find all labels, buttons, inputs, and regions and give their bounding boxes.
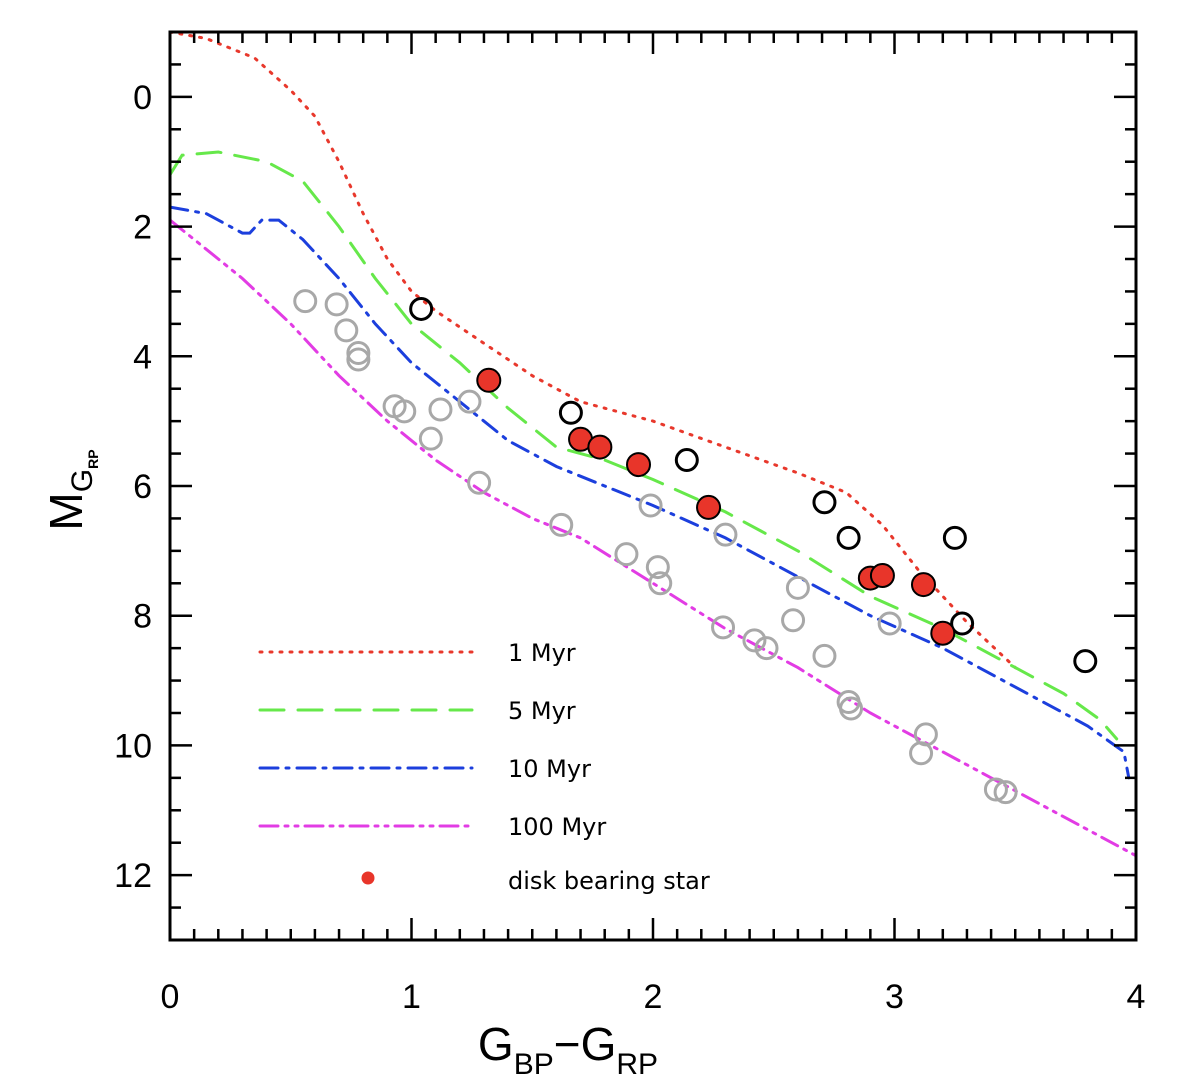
- isochrone-10-myr: [170, 205, 1131, 780]
- y-tick-label: 4: [133, 338, 152, 376]
- star-no-disk-gray: [549, 512, 574, 537]
- y-tick-label: 0: [133, 79, 152, 117]
- star-no-disk-black: [409, 296, 434, 321]
- star-no-disk-gray: [781, 608, 806, 633]
- star-no-disk-gray: [638, 493, 663, 518]
- star-no-disk-gray: [713, 522, 738, 547]
- legend-label: 1 Myr: [508, 639, 576, 667]
- star-no-disk-gray: [324, 292, 349, 317]
- star-no-disk-black: [836, 525, 861, 550]
- y-axis-title: MGRP: [40, 449, 101, 530]
- star-no-disk-black: [942, 525, 967, 550]
- disk-bearing-star: [869, 563, 895, 589]
- y-axis-title-main: M: [40, 492, 92, 530]
- star-no-disk-gray: [418, 426, 443, 451]
- star-no-disk-gray: [877, 611, 902, 636]
- star-no-disk-gray: [785, 575, 810, 600]
- star-no-disk-gray: [392, 399, 417, 424]
- disk-bearing-star: [930, 620, 956, 646]
- star-no-disk-gray: [346, 341, 371, 366]
- isochrone-1-myr: [170, 32, 1017, 670]
- isochrone-100-myr: [170, 218, 1136, 858]
- isochrone-5-myr: [170, 150, 1119, 741]
- star-no-disk-gray: [645, 555, 670, 580]
- star-no-disk-gray: [457, 389, 482, 414]
- legend: 1 Myr 5 Myr 10 Myr 100 Myr disk bearing star: [258, 639, 710, 895]
- star-no-disk-gray: [754, 636, 779, 661]
- x-axis-title-sub1: BP: [514, 1048, 554, 1081]
- legend-label: disk bearing star: [508, 867, 710, 895]
- star-no-disk-gray: [993, 780, 1018, 805]
- y-tick-label: 8: [133, 598, 152, 636]
- y-axis-title-sub: G: [66, 469, 99, 492]
- star-no-disk-black: [558, 400, 583, 425]
- y-tick-label: 12: [114, 857, 152, 895]
- star-no-disk-gray: [983, 777, 1008, 802]
- x-axis-title-main: G: [478, 1018, 514, 1070]
- star-no-disk-gray: [742, 628, 767, 653]
- star-no-disk-gray: [614, 542, 639, 567]
- star-no-disk-black: [950, 611, 975, 636]
- x-tick-label: 1: [402, 978, 421, 1016]
- x-tick-label: 3: [885, 978, 904, 1016]
- star-no-disk-gray: [839, 696, 864, 721]
- data-points: [293, 289, 1098, 805]
- star-no-disk-black: [1073, 649, 1098, 674]
- x-axis-title-main2: G: [581, 1018, 617, 1070]
- y-tick-label: 10: [114, 727, 152, 765]
- disk-bearing-star: [696, 494, 722, 520]
- x-axis-title-sub2: RP: [616, 1048, 658, 1081]
- legend-label: 10 Myr: [508, 755, 591, 783]
- star-no-disk-gray: [913, 722, 938, 747]
- x-axis-title-dash: −: [554, 1018, 581, 1070]
- star-no-disk-gray: [428, 397, 453, 422]
- y-tick-label: 2: [133, 209, 152, 247]
- star-no-disk-gray: [648, 571, 673, 596]
- star-no-disk-gray: [346, 347, 371, 372]
- svg-text:MGRP: MGRP: [40, 449, 101, 530]
- y-tick-label: 6: [133, 468, 152, 506]
- star-no-disk-black: [812, 490, 837, 515]
- disk-bearing-star: [587, 434, 613, 460]
- disk-bearing-star: [626, 452, 652, 478]
- star-no-disk-gray: [293, 289, 318, 314]
- star-no-disk-black: [674, 448, 699, 473]
- star-no-disk-gray: [334, 318, 359, 343]
- x-tick-label: 2: [644, 978, 663, 1016]
- legend-label: 5 Myr: [508, 697, 576, 725]
- disk-bearing-star: [476, 367, 502, 393]
- star-no-disk-gray: [467, 470, 492, 495]
- x-axis-title: GBP−GRP: [478, 1018, 658, 1081]
- x-tick-label: 0: [161, 978, 180, 1016]
- legend-label: 100 Myr: [508, 813, 606, 841]
- star-no-disk-gray: [812, 643, 837, 668]
- disk-bearing-star: [910, 572, 936, 598]
- y-axis-title-subsub: RP: [85, 449, 101, 468]
- plot-frame: [168, 30, 1138, 942]
- legend-marker: [361, 871, 375, 885]
- plot-area: [170, 32, 1136, 858]
- star-no-disk-gray: [711, 615, 736, 640]
- x-tick-label: 4: [1127, 978, 1146, 1016]
